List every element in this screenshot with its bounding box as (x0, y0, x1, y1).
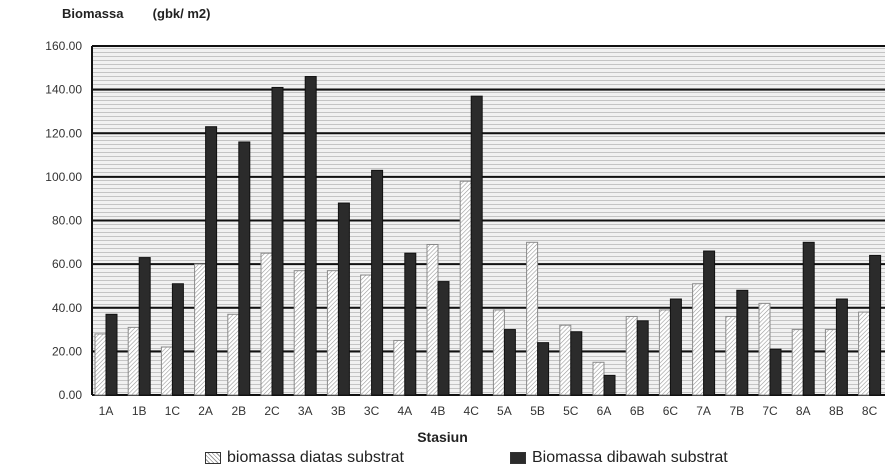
bar-above-7A (692, 283, 705, 396)
bar-above-6B (625, 315, 638, 396)
y-axis-ticks: 0.00 20.00 40.00 60.00 80.00 100.00 120.00 140.… (45, 39, 82, 402)
x-tick-label: 8A (796, 404, 811, 418)
bar-below-7A (703, 250, 716, 396)
bar-above-7B (725, 315, 738, 396)
x-tick-label: 6A (597, 404, 612, 418)
bar-above-2C (260, 252, 273, 396)
x-tick-label: 4B (431, 404, 446, 418)
y-tick-label: 0.00 (59, 388, 83, 402)
bar-below-7B (736, 289, 749, 396)
bar-below-4B (437, 281, 450, 396)
x-tick-label: 3A (298, 404, 313, 418)
bar-below-6B (636, 320, 649, 396)
bar-above-3A (293, 270, 306, 396)
x-tick-label: 3C (364, 404, 380, 418)
y-axis-label: Biomassa (62, 6, 124, 21)
bar-above-4A (393, 339, 406, 396)
bar-below-5B (537, 342, 550, 396)
bar-above-7C (758, 302, 771, 396)
x-tick-label: 4C (464, 404, 480, 418)
legend-swatch-dark (510, 452, 526, 464)
x-tick-label: 1A (99, 404, 114, 418)
y-tick-label: 40.00 (52, 301, 82, 315)
bar-below-6C (669, 298, 682, 396)
bar-below-6A (603, 374, 616, 396)
x-tick-label: 5A (497, 404, 512, 418)
bar-below-2A (205, 126, 218, 396)
bar-above-4C (459, 180, 472, 396)
bar-above-5A (492, 309, 505, 396)
x-tick-label: 8B (829, 404, 844, 418)
bar-above-4B (426, 243, 439, 396)
bar-below-3B (337, 202, 350, 396)
bar-below-8A (802, 241, 815, 396)
x-tick-label: 8C (862, 404, 878, 418)
x-tick-label: 7B (729, 404, 744, 418)
x-tick-label: 6C (663, 404, 679, 418)
x-tick-label: 7C (762, 404, 778, 418)
bar-below-8B (835, 298, 848, 396)
bar-below-7C (769, 348, 782, 396)
y-tick-label: 120.00 (45, 126, 82, 140)
x-tick-label: 7A (696, 404, 711, 418)
x-tick-label: 5C (563, 404, 579, 418)
legend-swatch-hatched (205, 452, 221, 464)
bar-below-4A (404, 252, 417, 396)
x-tick-label: 2C (264, 404, 280, 418)
bar-above-6A (592, 361, 605, 396)
legend-item-above: biomassa diatas substrat (205, 449, 404, 467)
y-tick-label: 100.00 (45, 170, 82, 184)
x-axis-ticks: 1A 1B 1C 2A 2B 2C 3A 3B 3C 4A 4B 4C 5A 5B 5C 6A 6B 6C 7A 7B… (99, 404, 878, 418)
x-tick-label: 2B (231, 404, 246, 418)
x-tick-label: 1C (165, 404, 181, 418)
x-axis-title: Stasiun (0, 429, 885, 445)
bar-above-1B (127, 326, 140, 396)
gridlines (91, 45, 885, 396)
bar-below-1A (105, 313, 118, 396)
legend-label-below: Biomassa dibawah substrat (532, 449, 728, 466)
x-tick-label: 6B (630, 404, 645, 418)
bar-below-3A (304, 76, 317, 396)
bar-above-1C (160, 346, 173, 396)
bar-above-5B (526, 241, 539, 396)
x-tick-label: 3B (331, 404, 346, 418)
y-axis-unit: (gbk/ m2) (152, 6, 211, 21)
y-tick-label: 60.00 (52, 257, 82, 271)
bar-below-5A (503, 329, 516, 396)
bar-below-4C (470, 95, 483, 396)
bar-above-8B (824, 329, 837, 396)
legend-item-below: Biomassa dibawah substrat (510, 449, 728, 467)
bar-above-6C (658, 309, 671, 396)
bar-above-2A (194, 263, 207, 396)
x-axis-label: Stasiun (417, 429, 468, 445)
bar-below-5C (570, 331, 583, 396)
bar-below-8C (869, 254, 882, 396)
bar-below-1B (138, 257, 151, 396)
bars (94, 76, 882, 396)
x-tick-label: 5B (530, 404, 545, 418)
y-axis-title: Biomassa (gbk/ m2) (62, 6, 210, 21)
bar-above-8C (858, 311, 871, 396)
bar-above-1A (94, 333, 107, 396)
y-tick-label: 80.00 (52, 214, 82, 228)
y-tick-label: 20.00 (52, 344, 82, 358)
bar-below-3C (371, 169, 384, 396)
bar-above-3B (326, 270, 339, 396)
x-tick-label: 2A (198, 404, 213, 418)
y-tick-label: 160.00 (45, 39, 82, 53)
bar-below-1C (171, 283, 184, 396)
bar-above-3C (360, 274, 373, 396)
y-tick-label: 140.00 (45, 83, 82, 97)
legend-label-above: biomassa diatas substrat (227, 449, 404, 466)
bar-below-2B (238, 141, 251, 396)
x-tick-label: 4A (397, 404, 412, 418)
bar-above-2B (227, 313, 240, 396)
bar-above-5C (559, 324, 572, 396)
x-tick-label: 1B (132, 404, 147, 418)
bar-below-2C (271, 86, 284, 396)
bar-above-8A (791, 329, 804, 396)
